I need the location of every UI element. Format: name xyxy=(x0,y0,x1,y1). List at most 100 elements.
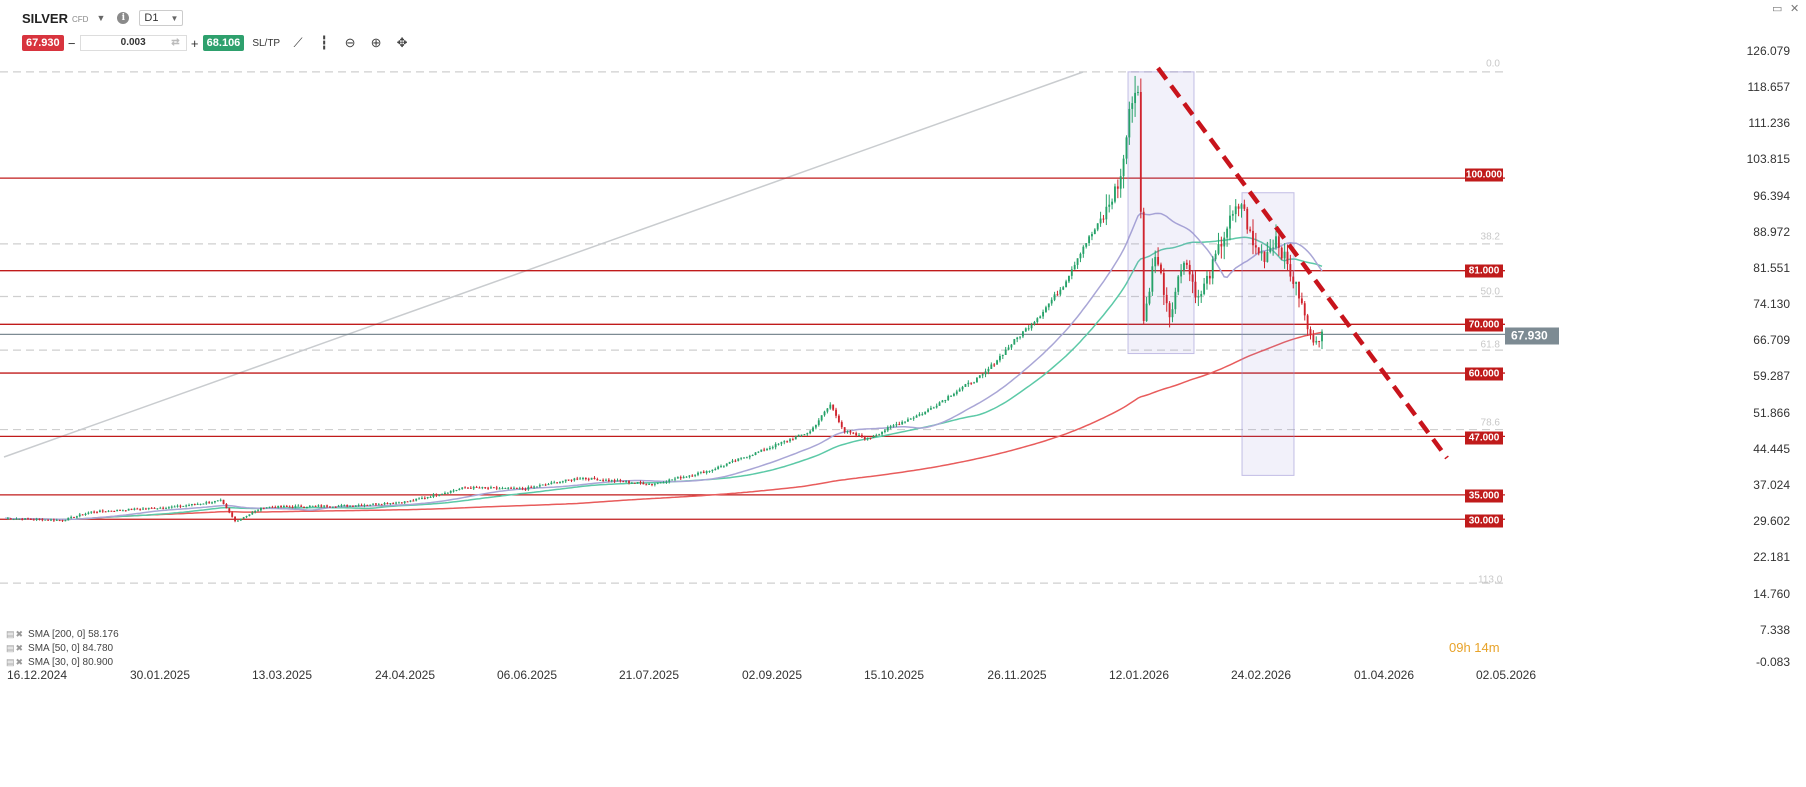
candle-body xyxy=(978,375,981,378)
candle-body xyxy=(964,384,967,387)
level-tag[interactable]: 47.000 xyxy=(1465,431,1503,445)
candle-body xyxy=(1073,264,1076,270)
zoom-in-icon[interactable]: ⊕ xyxy=(370,35,382,50)
candle-body xyxy=(694,474,697,476)
decrease-quantity-button[interactable]: − xyxy=(67,35,76,51)
candle-body xyxy=(636,482,639,484)
y-tick: 74.130 xyxy=(1753,297,1790,311)
candle-body xyxy=(1102,218,1105,220)
candle-body xyxy=(679,477,682,479)
legend-controls-icon[interactable]: ▤✖ xyxy=(6,656,25,667)
symbol-name[interactable]: SILVER xyxy=(22,10,68,26)
candle-body xyxy=(1321,331,1323,342)
legend-controls-icon[interactable]: ▤✖ xyxy=(6,642,25,653)
sell-button[interactable]: 67.930 xyxy=(22,35,64,51)
candle-body xyxy=(909,418,912,420)
info-icon[interactable]: i xyxy=(117,12,130,24)
candle-body xyxy=(366,504,369,506)
level-tag[interactable]: 100.000 xyxy=(1465,168,1503,182)
candle-body xyxy=(840,422,843,428)
candle-body xyxy=(751,455,754,457)
candle-body xyxy=(1177,276,1180,292)
candle-body xyxy=(711,469,714,472)
candle-body xyxy=(285,506,288,508)
candle-body xyxy=(602,479,605,481)
candle-body xyxy=(947,396,950,400)
candle-body xyxy=(814,424,817,428)
y-tick: 29.602 xyxy=(1753,514,1790,528)
candle-body xyxy=(360,505,363,507)
candle-body xyxy=(1289,264,1292,277)
candle-body xyxy=(1165,294,1168,304)
zoom-out-icon[interactable]: ⊖ xyxy=(344,35,356,50)
candle-body xyxy=(1010,344,1013,348)
candle-body xyxy=(1306,315,1309,330)
legend-item-sma30[interactable]: ▤✖ SMA [30, 0] 80.900 xyxy=(6,655,119,669)
candle-body xyxy=(855,433,858,436)
candle-body xyxy=(720,466,722,468)
candle-body xyxy=(883,430,886,432)
candle-body xyxy=(786,441,789,443)
candle-body xyxy=(622,481,625,483)
legend-item-sma200[interactable]: ▤✖ SMA [200, 0] 58.176 xyxy=(6,627,119,641)
swap-icon[interactable]: ⇄ xyxy=(171,37,180,48)
level-tag[interactable]: 30.000 xyxy=(1465,514,1503,528)
candle-body xyxy=(50,519,52,521)
close-icon[interactable]: ✕ xyxy=(1790,3,1800,15)
legend-item-sma50[interactable]: ▤✖ SMA [50, 0] 84.780 xyxy=(6,641,119,655)
crosshair-icon[interactable]: ✥ xyxy=(396,35,408,50)
y-tick: 66.709 xyxy=(1753,333,1790,347)
candle-body xyxy=(311,505,314,507)
candle-body xyxy=(553,482,556,484)
candle-body xyxy=(794,436,797,440)
candle-body xyxy=(725,463,728,466)
buy-button[interactable]: 68.106 xyxy=(202,35,245,51)
line-chart-icon[interactable]: ⟋ xyxy=(293,35,303,50)
y-tick: 22.181 xyxy=(1753,550,1790,564)
candle-body xyxy=(185,505,188,507)
candle-body xyxy=(1260,251,1263,254)
candlestick-icon[interactable]: ┇ xyxy=(320,35,329,50)
symbol-dropdown-icon[interactable]: ▼ xyxy=(96,13,106,23)
timeframe-select[interactable]: D1 ▼ xyxy=(139,10,184,26)
candle-body xyxy=(1223,237,1226,247)
candle-body xyxy=(1300,298,1303,304)
candle-body xyxy=(254,510,257,513)
candle-body xyxy=(599,479,602,481)
indicator-legend: ▤✖ SMA [200, 0] 58.176 ▤✖ SMA [50, 0] 84… xyxy=(6,627,119,669)
sltp-button[interactable]: SL/TP xyxy=(252,37,281,49)
level-tag[interactable]: 60.000 xyxy=(1465,367,1503,381)
range-box xyxy=(1127,71,1195,355)
level-tag[interactable]: 70.000 xyxy=(1465,318,1503,332)
candle-body xyxy=(196,503,199,505)
candle-body xyxy=(1116,186,1119,189)
candle-body xyxy=(734,460,737,462)
level-tag[interactable]: 35.000 xyxy=(1465,489,1503,503)
candle-body xyxy=(633,482,636,484)
y-tick: 51.866 xyxy=(1753,406,1790,420)
quantity-input[interactable]: 0.003 ⇄ xyxy=(79,35,187,51)
candle-body xyxy=(714,468,717,470)
candle-body xyxy=(975,377,978,383)
level-tag[interactable]: 81.000 xyxy=(1465,264,1503,278)
legend-controls-icon[interactable]: ▤✖ xyxy=(6,628,25,639)
maximize-icon[interactable]: ▭ xyxy=(1772,3,1783,15)
fib-label: 38.2 xyxy=(1480,231,1500,243)
candle-body xyxy=(412,500,415,502)
candle-body xyxy=(242,517,245,519)
candle-body xyxy=(892,425,895,427)
candle-body xyxy=(996,360,998,365)
candle-body xyxy=(1280,247,1283,259)
candle-body xyxy=(27,518,29,520)
candle-body xyxy=(423,497,426,499)
candle-body xyxy=(507,487,510,489)
candle-body xyxy=(1047,303,1050,308)
candle-body xyxy=(228,508,231,513)
candle-body xyxy=(1191,274,1194,282)
candle-body xyxy=(107,510,110,512)
y-tick: 7.338 xyxy=(1759,623,1790,637)
candle-body xyxy=(113,511,116,513)
increase-quantity-button[interactable]: + xyxy=(190,35,199,51)
candle-body xyxy=(294,505,297,508)
